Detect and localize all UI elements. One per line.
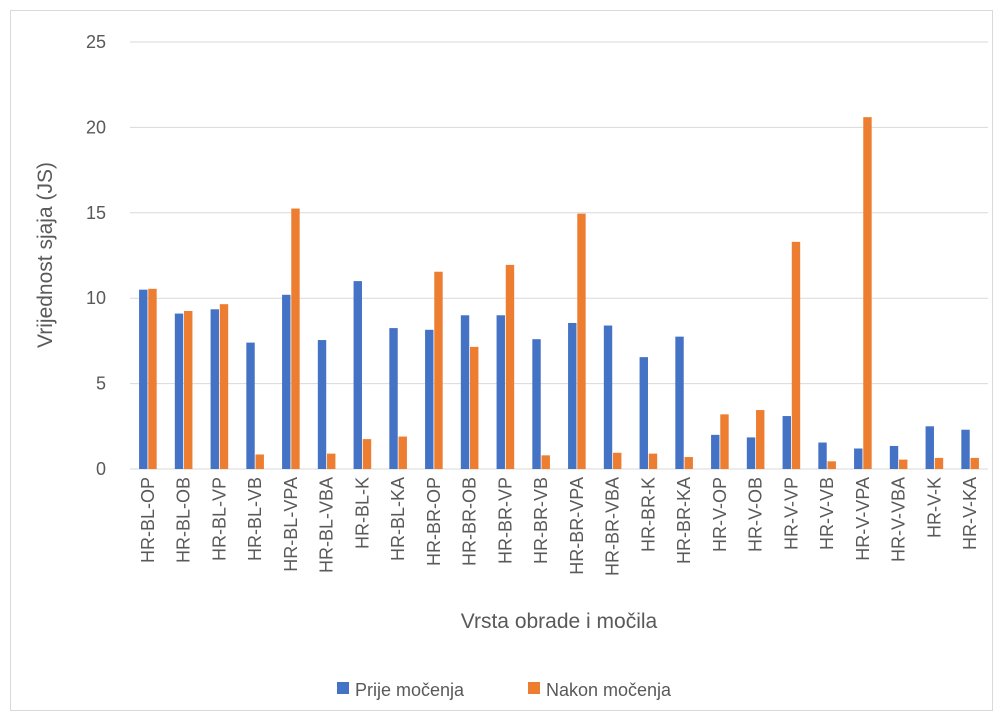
bar-nakon-hr-bl-vp bbox=[219, 304, 229, 469]
legend-swatch-nakon bbox=[528, 682, 540, 694]
x-tick-label: HR-V-VP bbox=[781, 477, 801, 550]
bar-prije-hr-br-vpa bbox=[568, 322, 577, 469]
x-tick-labels: HR-BL-OP HR-BL-OB HR-BL-VP HR-BL-VB HR-BL-VP… bbox=[138, 477, 980, 576]
bar-nakon-hr-br-vb bbox=[541, 455, 550, 469]
bar-prije-hr-v-vp bbox=[782, 416, 791, 469]
x-tick-label: HR-V-OB bbox=[746, 477, 766, 552]
x-tick-label: HR-V-KA bbox=[960, 477, 980, 550]
x-tick-label: HR-BR-OP bbox=[424, 477, 444, 566]
bar-nakon-hr-bl-k bbox=[362, 439, 372, 469]
bars bbox=[139, 117, 979, 469]
bar-prije-hr-bl-ob bbox=[174, 313, 184, 469]
x-tick-label: HR-V-VBA bbox=[889, 477, 909, 562]
bar-nakon-hr-v-ob bbox=[756, 410, 765, 469]
bar-nakon-hr-br-op bbox=[434, 271, 443, 469]
x-tick-label: HR-BL-VBA bbox=[317, 477, 337, 573]
bar-nakon-hr-br-vba bbox=[613, 452, 622, 469]
legend-label-prije: Prije močenja bbox=[355, 680, 465, 700]
gridlines bbox=[130, 41, 988, 470]
bar-prije-hr-br-k bbox=[639, 357, 648, 469]
bar-prije-hr-v-vpa bbox=[854, 448, 863, 469]
bar-prije-hr-v-vba bbox=[889, 445, 899, 469]
y-tick-label: 25 bbox=[86, 32, 106, 52]
x-tick-label: HR-BL-VPA bbox=[281, 477, 301, 572]
bar-prije-hr-br-vba bbox=[603, 325, 613, 469]
bar-nakon-hr-br-k bbox=[648, 453, 658, 469]
x-axis-title: Vrsta obrade i močila bbox=[461, 610, 658, 633]
bar-prije-hr-bl-k bbox=[353, 281, 362, 469]
y-tick-label: 5 bbox=[96, 374, 106, 394]
x-tick-label: HR-BL-VP bbox=[209, 477, 229, 561]
bar-prije-hr-v-k bbox=[925, 426, 934, 469]
y-tick-label: 0 bbox=[96, 459, 106, 479]
bar-nakon-hr-bl-vba bbox=[327, 453, 336, 469]
x-tick-label: HR-V-VB bbox=[817, 477, 837, 550]
bar-prije-hr-v-ob bbox=[746, 437, 756, 469]
bar-nakon-hr-v-vb bbox=[827, 461, 836, 469]
bar-prije-hr-bl-vb bbox=[246, 342, 255, 469]
bar-nakon-hr-v-vpa bbox=[863, 117, 872, 469]
bar-nakon-hr-br-vpa bbox=[577, 213, 586, 469]
x-tick-label: HR-BR-K bbox=[638, 477, 658, 552]
bar-nakon-hr-v-k bbox=[934, 457, 944, 469]
bar-nakon-hr-bl-vpa bbox=[291, 208, 300, 469]
bar-prije-hr-br-op bbox=[425, 329, 434, 469]
bar-nakon-hr-bl-op bbox=[148, 288, 157, 469]
y-tick-label: 10 bbox=[86, 288, 106, 308]
bar-nakon-hr-bl-ka bbox=[398, 436, 407, 469]
bar-nakon-hr-v-ka bbox=[970, 457, 979, 469]
bar-nakon-hr-v-vp bbox=[791, 241, 801, 469]
bar-nakon-hr-br-ob bbox=[470, 346, 479, 469]
x-tick-label: HR-BR-VPA bbox=[567, 477, 587, 575]
bar-prije-hr-v-op bbox=[711, 434, 720, 469]
y-tick-label: 15 bbox=[86, 203, 106, 223]
legend-label-nakon: Nakon močenja bbox=[546, 680, 672, 700]
x-tick-label: HR-BR-KA bbox=[674, 477, 694, 564]
bar-nakon-hr-br-vp bbox=[505, 264, 515, 469]
x-tick-label: HR-V-K bbox=[924, 477, 944, 538]
bar-nakon-hr-bl-vb bbox=[255, 454, 264, 469]
bar-prije-hr-br-ka bbox=[675, 336, 684, 469]
bar-prije-hr-v-vb bbox=[818, 442, 827, 469]
bar-nakon-hr-v-op bbox=[720, 414, 729, 469]
y-tick-label: 20 bbox=[86, 117, 106, 137]
x-tick-label: HR-BL-KA bbox=[388, 477, 408, 561]
legend-swatch-prije bbox=[337, 682, 349, 694]
y-axis-title: Vrijednost sjaja (JS) bbox=[34, 162, 57, 348]
bar-prije-hr-bl-vpa bbox=[282, 294, 291, 469]
x-tick-label: HR-BR-VP bbox=[495, 477, 515, 564]
bar-prije-hr-br-ob bbox=[460, 315, 470, 469]
bar-prije-hr-bl-ka bbox=[389, 328, 398, 469]
bar-prije-hr-bl-vba bbox=[317, 340, 327, 469]
x-tick-label: HR-BL-OP bbox=[138, 477, 158, 563]
bar-prije-hr-v-ka bbox=[961, 429, 970, 469]
x-tick-label: HR-BL-K bbox=[352, 477, 372, 549]
bar-nakon-hr-v-vba bbox=[899, 459, 908, 469]
x-tick-label: HR-BL-VB bbox=[245, 477, 265, 561]
y-tick-labels: 0 5 10 15 20 25 bbox=[86, 32, 106, 479]
bar-prije-hr-bl-op bbox=[139, 289, 148, 469]
bar-prije-hr-br-vp bbox=[496, 315, 505, 469]
x-tick-label: HR-BR-VB bbox=[531, 477, 551, 564]
x-tick-label: HR-V-OP bbox=[710, 477, 730, 552]
x-tick-label: HR-BR-OB bbox=[460, 477, 480, 566]
x-tick-label: HR-BR-VBA bbox=[603, 477, 623, 576]
x-tick-label: HR-V-VPA bbox=[853, 477, 873, 561]
bar-nakon-hr-bl-ob bbox=[184, 311, 193, 469]
bar-prije-hr-bl-vp bbox=[210, 309, 219, 469]
legend: Prije močenja Nakon močenja bbox=[337, 680, 672, 700]
bar-nakon-hr-br-ka bbox=[684, 457, 693, 469]
bar-prije-hr-br-vb bbox=[532, 339, 541, 469]
x-tick-label: HR-BL-OB bbox=[174, 477, 194, 563]
